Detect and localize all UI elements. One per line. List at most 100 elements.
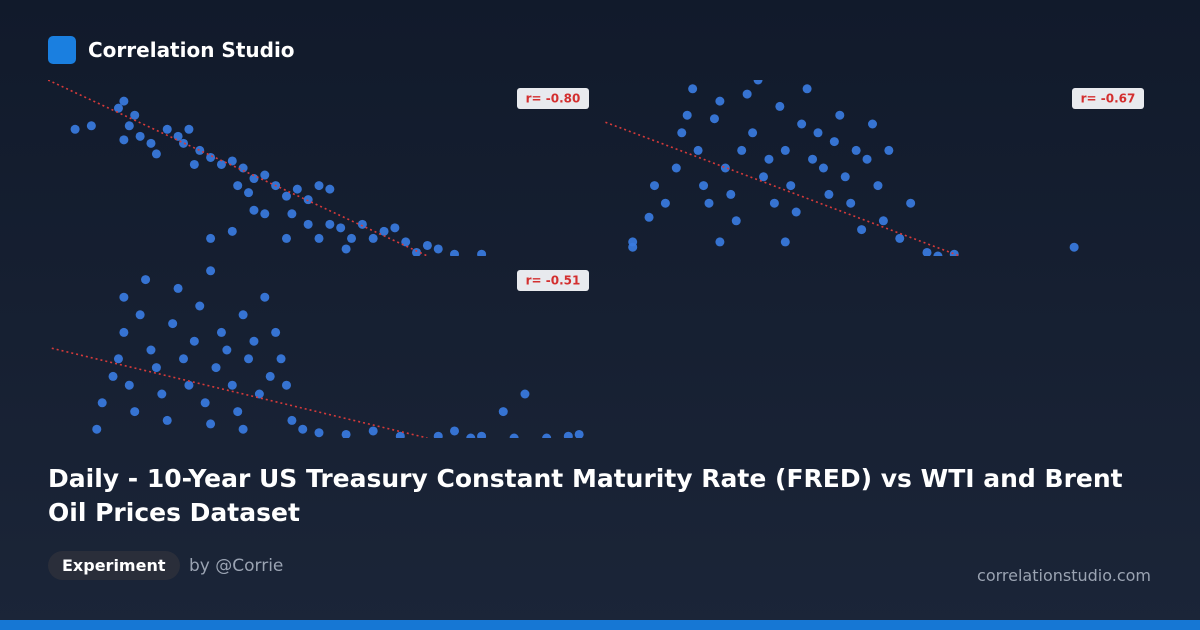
- point: [433, 431, 443, 438]
- point: [780, 237, 790, 247]
- point: [227, 380, 237, 390]
- point: [238, 163, 248, 173]
- r-value: r= -0.80: [526, 92, 581, 106]
- trendline: [51, 347, 428, 438]
- point: [86, 121, 96, 131]
- point: [520, 389, 530, 399]
- point: [357, 219, 367, 229]
- point: [119, 135, 129, 145]
- point: [130, 110, 140, 120]
- point: [720, 163, 730, 173]
- point: [184, 124, 194, 134]
- point: [108, 371, 118, 381]
- point: [200, 398, 210, 408]
- point: [868, 119, 877, 129]
- point: [797, 119, 807, 129]
- trendline: [605, 121, 960, 256]
- bottom-bar: [0, 620, 1200, 630]
- point: [157, 389, 167, 399]
- point: [477, 249, 487, 256]
- point: [878, 216, 888, 226]
- point: [846, 198, 856, 208]
- point: [233, 181, 243, 191]
- point: [314, 181, 324, 191]
- point: [922, 247, 932, 256]
- point: [162, 415, 172, 425]
- point: [189, 336, 199, 346]
- point: [211, 363, 221, 373]
- point: [276, 354, 286, 364]
- r-badge: [517, 88, 589, 109]
- point: [395, 431, 405, 438]
- point: [265, 371, 275, 381]
- point: [769, 198, 779, 208]
- point: [412, 247, 422, 256]
- point: [227, 226, 237, 236]
- point: [802, 84, 812, 94]
- point: [906, 198, 916, 208]
- point: [238, 310, 248, 320]
- scatter-panel: [605, 80, 1079, 256]
- point: [699, 181, 709, 191]
- point: [233, 407, 243, 417]
- point: [709, 114, 719, 124]
- point: [660, 198, 670, 208]
- point: [813, 128, 823, 138]
- scatter-panel: [48, 80, 487, 256]
- r-badge: [1072, 88, 1144, 109]
- point: [113, 354, 123, 364]
- point: [737, 145, 747, 155]
- point: [644, 212, 654, 222]
- point: [173, 283, 183, 293]
- point: [764, 154, 774, 164]
- point: [862, 154, 872, 164]
- point: [780, 145, 790, 155]
- point: [195, 145, 205, 155]
- point: [249, 336, 259, 346]
- point: [124, 380, 134, 390]
- point: [130, 407, 140, 417]
- point: [671, 163, 681, 173]
- point: [693, 145, 703, 155]
- point: [726, 189, 736, 199]
- point: [271, 327, 281, 337]
- title: Daily - 10-Year US Treasury Constant Mat…: [48, 464, 1123, 527]
- point: [753, 80, 763, 85]
- point: [368, 233, 378, 243]
- point: [563, 431, 573, 438]
- point: [206, 419, 216, 429]
- point: [704, 198, 714, 208]
- point: [422, 240, 432, 250]
- point: [244, 354, 254, 364]
- point: [216, 159, 226, 169]
- point: [851, 145, 861, 155]
- point: [450, 249, 459, 256]
- point: [287, 209, 297, 219]
- point: [949, 249, 959, 256]
- point: [227, 156, 237, 166]
- point: [835, 110, 845, 120]
- point: [433, 244, 443, 254]
- author[interactable]: by @Corrie: [189, 556, 284, 576]
- point: [884, 145, 894, 155]
- point: [249, 174, 259, 184]
- tag[interactable]: Experiment: [48, 551, 180, 580]
- point: [206, 266, 216, 276]
- point: [281, 233, 291, 243]
- point: [281, 191, 291, 201]
- point: [162, 124, 172, 134]
- point: [303, 219, 313, 229]
- point: [222, 345, 232, 355]
- point: [466, 433, 476, 438]
- point: [260, 170, 270, 180]
- point: [677, 128, 687, 138]
- point: [151, 149, 161, 159]
- brand[interactable]: Correlation Studio: [88, 38, 295, 62]
- point: [292, 184, 302, 194]
- point: [390, 223, 400, 233]
- brand-icon: [48, 36, 76, 64]
- point: [249, 205, 259, 215]
- point: [298, 424, 308, 434]
- site[interactable]: correlationstudio.com: [977, 566, 1151, 585]
